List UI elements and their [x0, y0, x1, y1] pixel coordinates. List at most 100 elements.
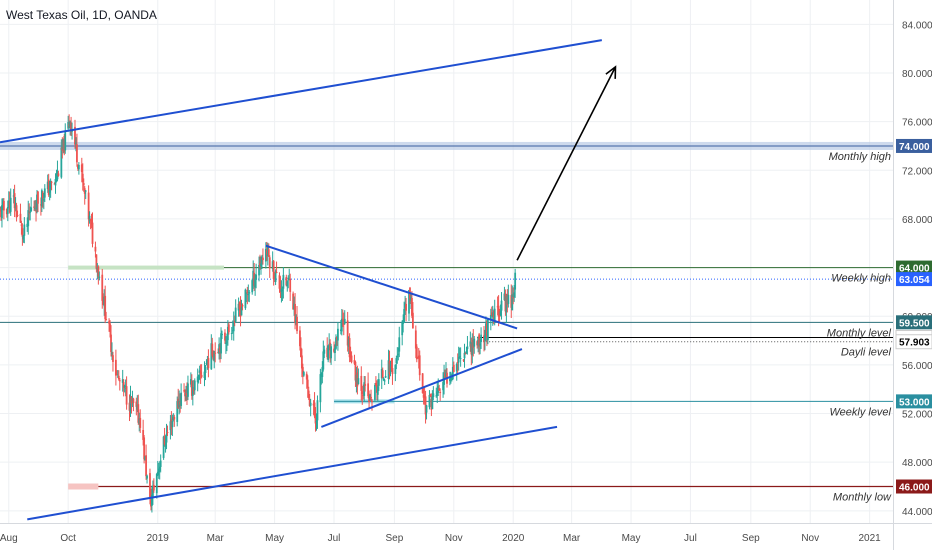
candle [61, 137, 64, 159]
candle [77, 162, 80, 175]
price-badges: 74.00064.00063.05459.50058.25057.90353.0… [895, 138, 932, 494]
candle-body [328, 343, 331, 348]
candle [102, 293, 105, 305]
candle-body [40, 204, 42, 206]
candle-body [157, 468, 160, 473]
candle-body [132, 398, 135, 404]
candle-body [293, 303, 295, 310]
candle-body [191, 387, 194, 397]
candle [421, 373, 424, 394]
candle-body [233, 320, 236, 323]
candle [449, 371, 452, 384]
candle [212, 350, 215, 361]
candle [231, 320, 234, 334]
candle [416, 356, 419, 359]
candle-body [23, 224, 26, 236]
candle [244, 288, 247, 310]
candle-body [110, 334, 112, 352]
candle [88, 211, 91, 224]
chart-title: West Texas Oil, 1D, OANDA [6, 8, 157, 22]
candle [50, 180, 53, 191]
candle [305, 371, 308, 389]
candle [157, 462, 160, 479]
candle-body [30, 207, 33, 212]
candle-body [98, 276, 101, 278]
candle-body [26, 223, 29, 227]
candle-body [7, 200, 10, 208]
candle-body [402, 320, 405, 324]
candle [28, 203, 31, 221]
candle [455, 362, 458, 381]
candle [219, 343, 221, 363]
candle [125, 376, 128, 410]
candle [76, 133, 78, 167]
candle [402, 314, 405, 333]
candle [431, 390, 434, 410]
candle [287, 275, 290, 289]
candle [145, 444, 147, 480]
candle-body [112, 355, 114, 362]
candle [211, 337, 214, 358]
candle [130, 396, 133, 414]
candle [415, 344, 418, 363]
candle-body [54, 178, 57, 186]
candle [152, 478, 155, 493]
candle-body [511, 294, 514, 311]
candle-body [247, 294, 250, 296]
candle [56, 160, 59, 182]
candle [367, 372, 370, 399]
candle-body [82, 183, 85, 186]
candle-body [486, 318, 489, 341]
y-tick-label: 80.000 [902, 69, 932, 80]
candle-body [137, 404, 140, 423]
candle [227, 322, 230, 335]
candle-body [469, 341, 472, 347]
candle [514, 268, 517, 298]
candle [197, 374, 200, 384]
candle [48, 180, 51, 201]
candle-body [81, 173, 84, 183]
candle-body [108, 321, 110, 324]
candle-body [484, 335, 486, 340]
candle [465, 346, 468, 354]
candle-body [186, 393, 188, 396]
candle [279, 276, 282, 299]
candle-body [62, 138, 65, 150]
candle [132, 397, 135, 412]
candle [114, 349, 117, 386]
candle [486, 318, 489, 345]
candle [444, 369, 446, 380]
candle-body [143, 437, 146, 460]
candle-body [306, 379, 309, 388]
candle [241, 303, 244, 311]
candle [196, 368, 199, 392]
candle-body [265, 250, 268, 255]
candle [239, 296, 242, 327]
candle [457, 346, 460, 371]
candle-body [503, 293, 506, 300]
candle-body [507, 294, 510, 304]
candle [75, 137, 77, 152]
candle [278, 272, 281, 293]
candle-body [300, 347, 302, 358]
candle [439, 388, 442, 401]
x-tick-label: Oct [60, 533, 76, 544]
candle [506, 289, 509, 313]
candle [252, 260, 255, 289]
price-badge-text: 64.000 [899, 264, 930, 275]
candle-body [490, 312, 493, 316]
candle [398, 326, 401, 358]
candle [1, 198, 3, 228]
candle-body [466, 346, 469, 350]
candle [371, 398, 373, 411]
candle-body [122, 382, 125, 389]
y-tick-label: 52.000 [902, 410, 932, 421]
candle-body [505, 296, 508, 313]
candle [53, 182, 56, 185]
candle [156, 460, 159, 477]
candle-body [394, 364, 397, 374]
candle [187, 375, 189, 401]
candle [138, 412, 141, 432]
candle-body [74, 126, 76, 145]
